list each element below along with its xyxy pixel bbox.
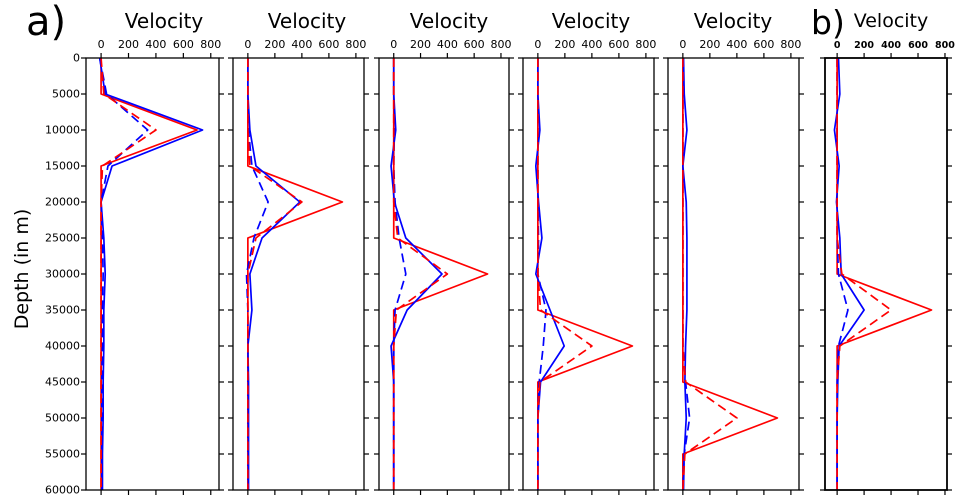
y-tick-label: 5000 <box>52 88 80 101</box>
y-tick-label: 25000 <box>45 232 80 245</box>
y-tick-label: 45000 <box>45 376 80 389</box>
x-tick-label: 800 <box>780 38 801 51</box>
x-tick-label: 0 <box>390 38 397 51</box>
x-tick-label: 200 <box>264 38 285 51</box>
x-tick-label: 200 <box>118 38 139 51</box>
x-tick-label: 800 <box>635 38 656 51</box>
y-tick-label: 35000 <box>45 304 80 317</box>
x-tick-label: 0 <box>244 38 251 51</box>
x-tick-label: 600 <box>173 38 194 51</box>
x-tick-label: 0 <box>534 38 541 51</box>
x-axis-label: Velocity <box>410 9 489 33</box>
y-axis-label: Depth (in m) <box>11 209 33 330</box>
blue-solid-series-line <box>534 58 566 490</box>
panel-2: 0 200 400 600 800 Velocity <box>228 9 369 495</box>
x-tick-label: 600 <box>908 40 928 51</box>
y-tick-label: 60000 <box>45 484 80 497</box>
x-tick-label: 800 <box>935 40 955 51</box>
x-tick-label: 600 <box>753 38 774 51</box>
panel-frame <box>522 57 655 491</box>
y-tick-label: 30000 <box>45 268 80 281</box>
x-tick-label: 800 <box>200 38 221 51</box>
x-tick-label: 400 <box>726 38 747 51</box>
panel-label: b) <box>811 3 845 42</box>
red-dashed-series-line <box>247 58 303 490</box>
y-tick-label: 10000 <box>45 124 80 137</box>
x-tick-label: 200 <box>699 38 720 51</box>
x-tick-label: 400 <box>145 38 166 51</box>
red-dashed-series-line <box>836 58 892 490</box>
y-tick-label: 0 <box>73 52 80 65</box>
panel-5: 0 200 400 600 800 Velocity <box>663 9 804 495</box>
x-tick-label: 200 <box>554 38 575 51</box>
red-dashed-series-line <box>392 58 449 490</box>
blue-solid-series-line <box>390 58 443 490</box>
y-tick-label: 50000 <box>45 412 80 425</box>
x-tick-label: 600 <box>318 38 339 51</box>
x-axis-label: Velocity <box>125 9 204 33</box>
panel-frame <box>232 57 365 491</box>
panel-4: 0 200 400 600 800 Velocity <box>518 9 659 495</box>
x-tick-label: 400 <box>581 38 602 51</box>
y-tick-label: 20000 <box>45 196 80 209</box>
red-solid-series-line <box>247 58 344 490</box>
panel-label: a) <box>26 0 66 45</box>
blue-solid-series-line <box>247 58 301 490</box>
x-tick-label: 200 <box>410 38 431 51</box>
x-tick-label: 600 <box>464 38 485 51</box>
blue-solid-series-line <box>98 57 204 490</box>
panel-1: 0 200 400 600 800 0 5000 10000 15000 20000 25000 30… <box>11 0 224 497</box>
x-axis-label: Velocity <box>268 9 347 33</box>
y-tick-label: 15000 <box>45 160 80 173</box>
y-tick-label: 55000 <box>45 448 80 461</box>
blue-dashed-series-line <box>98 57 149 490</box>
x-tick-label: 800 <box>490 38 511 51</box>
x-tick-label: 400 <box>291 38 312 51</box>
x-axis-label: Velocity <box>552 9 631 33</box>
red-dashed-series-line <box>682 58 738 491</box>
x-axis-label: Velocity <box>694 9 773 33</box>
panel-frame <box>824 57 948 491</box>
red-dashed-series-line <box>537 58 593 490</box>
x-tick-label: 200 <box>854 40 874 51</box>
x-tick-label: 600 <box>608 38 629 51</box>
panel-frame <box>378 57 510 491</box>
red-solid-series-line <box>836 58 933 490</box>
x-axis-label: Velocity <box>854 10 929 32</box>
x-tick-label: 400 <box>881 40 901 51</box>
red-solid-series-line <box>682 58 779 490</box>
blue-solid-series-line <box>682 57 688 491</box>
x-tick-label: 0 <box>834 40 841 51</box>
y-tick-label: 40000 <box>45 340 80 353</box>
panel-6: 0 200 400 600 800 Velocity b) <box>811 3 955 495</box>
x-tick-label: 400 <box>437 38 458 51</box>
red-solid-series-line <box>537 58 634 490</box>
red-dashed-series-line <box>100 57 157 490</box>
red-solid-series-line <box>392 58 489 490</box>
x-tick-label: 800 <box>345 38 366 51</box>
x-tick-label: 0 <box>98 38 105 51</box>
x-tick-label: 0 <box>679 38 686 51</box>
